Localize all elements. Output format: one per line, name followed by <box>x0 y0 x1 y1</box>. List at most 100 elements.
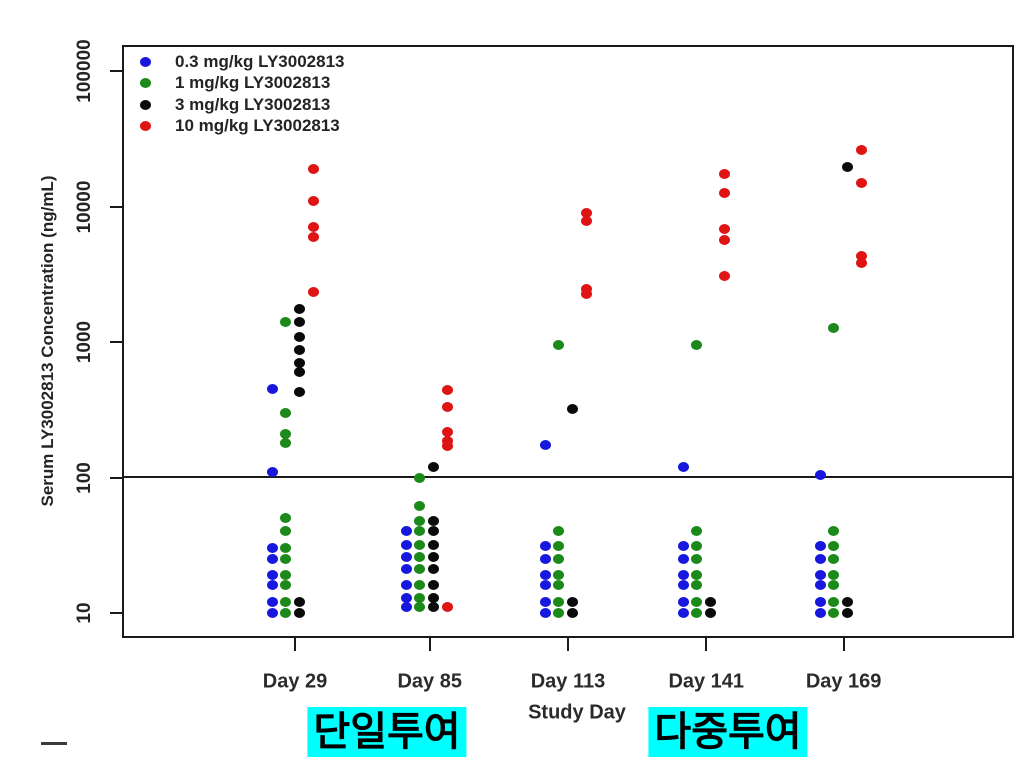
data-point <box>677 580 689 591</box>
data-point <box>677 597 689 608</box>
data-point <box>677 608 689 618</box>
data-point <box>279 570 291 581</box>
data-point <box>293 304 305 315</box>
data-point <box>266 543 278 554</box>
data-point <box>442 385 454 396</box>
data-point <box>552 580 564 591</box>
data-point <box>552 608 564 618</box>
data-point <box>690 608 702 618</box>
data-point <box>266 570 278 581</box>
data-point <box>279 543 291 554</box>
y-axis-title: Serum LY3002813 Concentration (ng/mL) <box>38 175 57 507</box>
data-point <box>442 402 454 413</box>
data-point <box>842 162 854 173</box>
data-point <box>566 608 578 618</box>
data-point <box>279 580 291 591</box>
data-point <box>552 554 564 565</box>
data-point <box>428 461 440 472</box>
data-point <box>414 500 426 511</box>
data-point <box>401 602 413 613</box>
data-point <box>279 437 291 448</box>
annotation-multiple-dose: 다중투여 <box>648 707 808 757</box>
legend-dot-icon <box>140 99 151 110</box>
data-point <box>279 554 291 565</box>
data-point <box>266 608 278 618</box>
data-point <box>718 168 730 179</box>
legend-item: 1 mg/kg LY3002813 <box>140 73 345 95</box>
data-point <box>539 597 551 608</box>
y-axis-tick <box>110 341 122 343</box>
data-point <box>704 597 716 608</box>
data-point <box>414 564 426 575</box>
data-point <box>690 570 702 581</box>
x-axis-tick <box>428 638 431 651</box>
y-axis-tick <box>110 205 122 208</box>
data-point <box>279 513 291 524</box>
x-axis-tick-label: Day 169 <box>805 670 882 693</box>
data-point <box>307 195 319 206</box>
y-axis-tick-label: 1000 <box>74 320 95 364</box>
data-point <box>677 554 689 565</box>
data-point <box>539 608 551 618</box>
data-point <box>580 216 592 227</box>
data-point <box>293 597 305 608</box>
legend-item: 0.3 mg/kg LY3002813 <box>140 51 345 73</box>
data-point <box>279 428 291 439</box>
y-axis-tick <box>110 612 122 614</box>
y-axis-tick <box>110 476 122 479</box>
data-point <box>718 234 730 245</box>
data-point <box>828 597 840 608</box>
data-point <box>428 592 440 603</box>
data-point <box>279 317 291 328</box>
y-axis-tick <box>110 70 122 72</box>
data-point <box>401 564 413 575</box>
legend-label: 0.3 mg/kg LY3002813 <box>175 51 345 71</box>
data-point <box>428 539 440 550</box>
x-axis-tick <box>842 638 845 651</box>
data-point <box>414 580 426 591</box>
data-point <box>690 554 702 565</box>
data-point <box>428 580 440 591</box>
data-point <box>552 570 564 581</box>
data-point <box>414 539 426 550</box>
x-axis-tick-label: Day 141 <box>668 670 745 693</box>
data-point <box>690 580 702 591</box>
x-axis-tick-label: Day 113 <box>530 670 606 693</box>
data-point <box>307 231 319 242</box>
data-point <box>856 258 868 269</box>
data-point <box>718 271 730 282</box>
data-point <box>690 340 702 351</box>
data-point <box>690 597 702 608</box>
data-point <box>815 554 827 565</box>
data-point <box>815 608 827 618</box>
data-point <box>293 357 305 368</box>
data-point <box>279 608 291 618</box>
data-point <box>677 541 689 552</box>
data-point <box>414 551 426 562</box>
data-point <box>677 461 689 472</box>
data-point <box>266 383 278 394</box>
data-point <box>414 515 426 526</box>
data-point <box>552 340 564 351</box>
data-point <box>815 570 827 581</box>
x-axis-tick-label: Day 29 <box>262 670 328 693</box>
data-point <box>842 597 854 608</box>
data-point <box>266 580 278 591</box>
data-point <box>401 551 413 562</box>
legend-dot-icon <box>140 78 151 89</box>
data-point <box>293 367 305 378</box>
data-point <box>307 222 319 233</box>
data-point <box>552 597 564 608</box>
data-point <box>293 608 305 618</box>
data-point <box>293 331 305 342</box>
data-point <box>293 386 305 397</box>
data-point <box>414 602 426 613</box>
data-point <box>428 602 440 613</box>
data-point <box>279 526 291 537</box>
data-point <box>307 163 319 174</box>
data-point <box>401 539 413 550</box>
x-axis-tick-label: Day 85 <box>397 670 462 693</box>
data-point <box>266 554 278 565</box>
data-point <box>539 541 551 552</box>
data-point <box>414 472 426 483</box>
